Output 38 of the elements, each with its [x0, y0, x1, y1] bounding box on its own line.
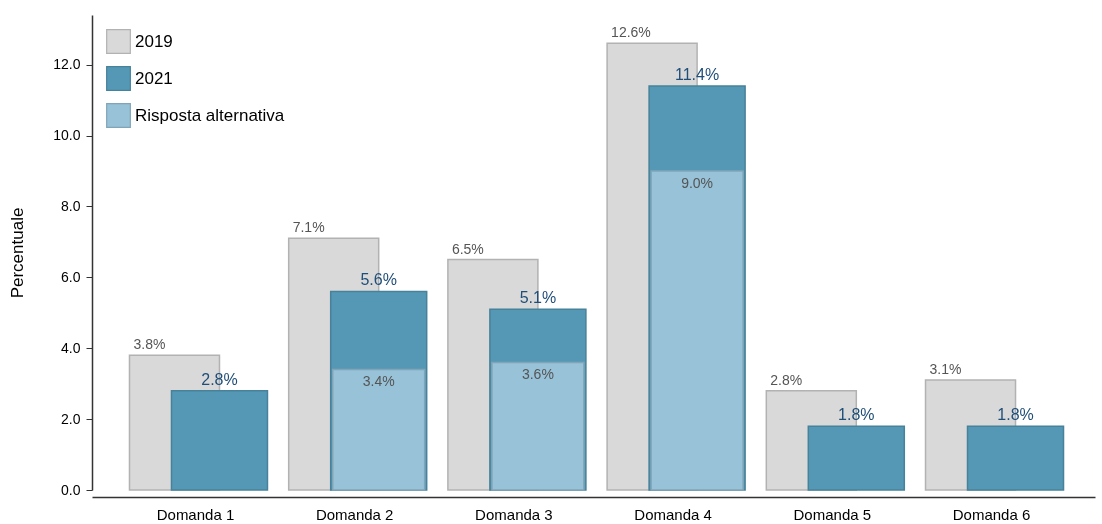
bar [650, 170, 744, 491]
legend-label: 2019 [135, 31, 173, 51]
bar [966, 425, 1065, 491]
y-tick-label: 6.0 [61, 268, 81, 285]
data-label: 2.8% [770, 371, 803, 388]
data-label: 5.6% [360, 271, 397, 289]
data-label: 1.8% [838, 406, 875, 424]
x-tick-label: Domanda 3 [475, 505, 553, 523]
data-label: 12.6% [611, 24, 651, 41]
x-tick-label: Domanda 4 [634, 505, 712, 523]
y-tick-label: 10.0 [53, 127, 81, 144]
x-tick-label: Domanda 1 [156, 505, 235, 523]
bar [491, 361, 585, 491]
y-tick-label: 2.0 [61, 410, 81, 427]
y-tick-label: 8.0 [61, 197, 81, 214]
y-tick-label: 4.0 [61, 339, 81, 356]
bar [170, 390, 269, 491]
data-label: 7.1% [292, 219, 325, 236]
x-tick-label: Domanda 6 [952, 505, 1031, 523]
legend-label: Risposta alternativa [135, 105, 285, 125]
y-tick-label: 12.0 [53, 56, 81, 73]
x-tick-label: Domanda 2 [315, 505, 394, 523]
data-label: 3.1% [929, 361, 962, 378]
data-label: 5.1% [519, 289, 557, 307]
legend-label: 2021 [135, 68, 173, 88]
data-label: 11.4% [675, 65, 720, 83]
bar [331, 368, 426, 491]
data-label: 3.6% [521, 366, 554, 383]
data-label: 9.0% [681, 174, 714, 191]
y-axis-title: Percentuale [8, 207, 28, 299]
data-label: 6.5% [451, 240, 484, 257]
bar [807, 425, 906, 491]
data-label: 2.8% [201, 370, 238, 388]
y-tick-label: 0.0 [61, 481, 81, 498]
data-label: 1.8% [997, 406, 1034, 424]
x-tick-label: Domanda 5 [793, 505, 872, 523]
data-label: 3.4% [362, 373, 395, 390]
data-label: 3.8% [133, 336, 166, 353]
